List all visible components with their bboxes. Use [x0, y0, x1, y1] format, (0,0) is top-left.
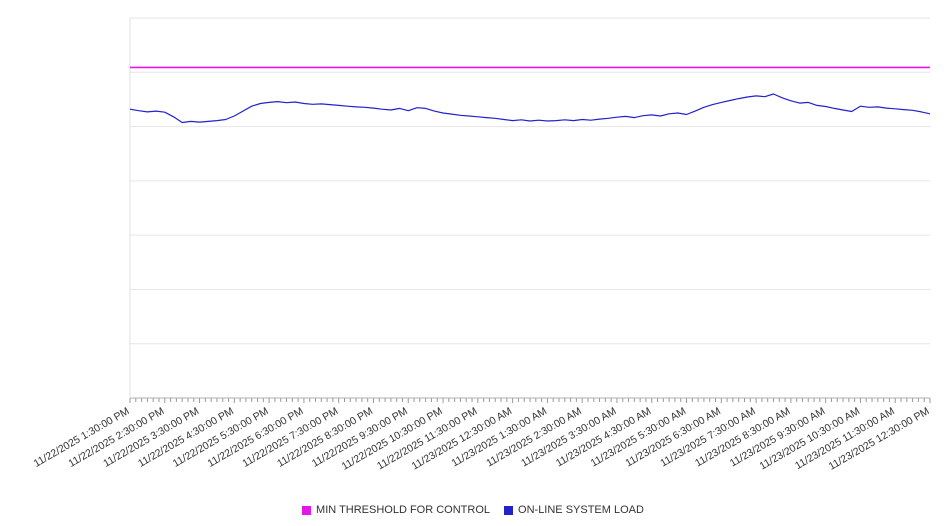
legend-label-threshold: MIN THRESHOLD FOR CONTROL [316, 504, 491, 516]
threshold-legend-swatch-icon [302, 505, 312, 515]
legend-item-threshold[interactable]: MIN THRESHOLD FOR CONTROL [302, 504, 490, 516]
chart-legend: MIN THRESHOLD FOR CONTROL ON-LINE SYSTEM… [0, 504, 946, 516]
legend-item-system-load[interactable]: ON-LINE SYSTEM LOAD [504, 504, 644, 516]
legend-label-system-load: ON-LINE SYSTEM LOAD [518, 504, 644, 516]
system-load-line [129, 93, 931, 124]
system-load-legend-swatch-icon [504, 505, 514, 515]
